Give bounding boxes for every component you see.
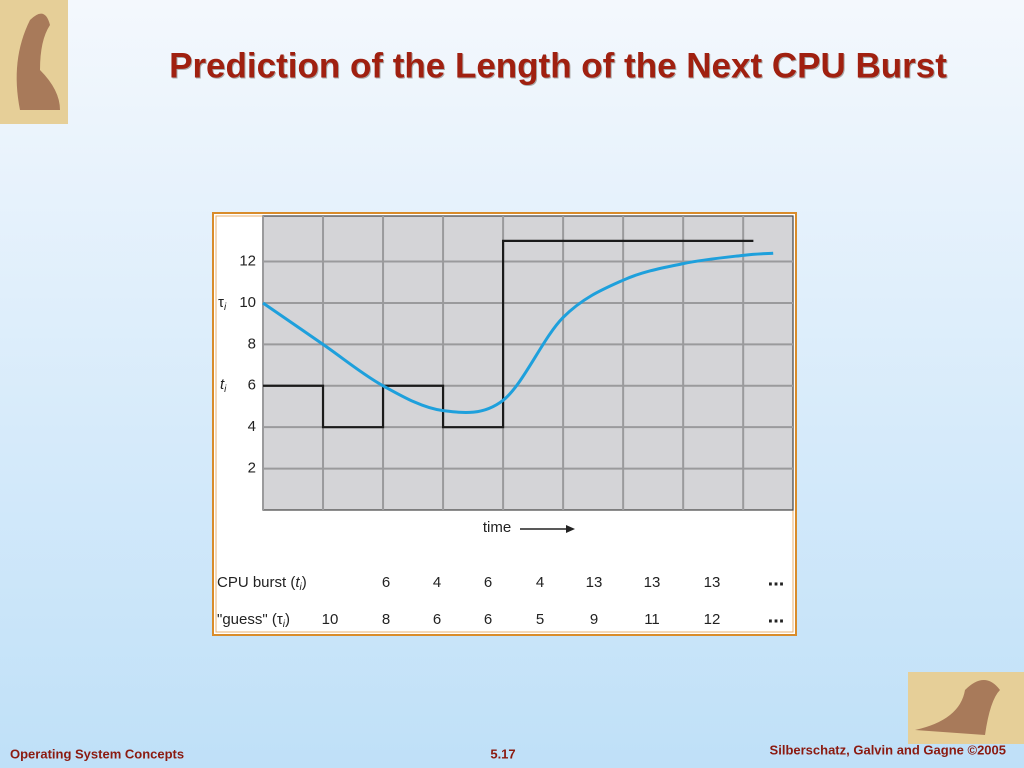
x-label: time — [483, 519, 511, 536]
table-value: 6 — [484, 611, 492, 628]
smooth-line — [262, 251, 774, 414]
table-more: ... — [768, 605, 785, 627]
y-tick-label: 8 — [248, 335, 256, 352]
table-value: 13 — [704, 574, 721, 591]
slide-title: Prediction of the Length of the Next CPU… — [169, 46, 947, 85]
label-part: ) — [285, 611, 290, 628]
dino-top — [16, 13, 61, 111]
tau-label: τi — [218, 294, 227, 313]
footer-right: Silberschatz, Galvin and Gagne ©2005 — [770, 742, 1006, 757]
y-tick-label: 12 — [239, 253, 256, 270]
t-sub: i — [224, 384, 227, 395]
y-tick-label: 2 — [248, 460, 256, 477]
table-value: 13 — [586, 574, 603, 591]
t-base: t — [220, 376, 225, 393]
row-label: "guess" (τi) — [217, 611, 290, 630]
table-value: 4 — [536, 574, 544, 591]
tau-base: τ — [218, 294, 224, 311]
label-part: ) — [302, 574, 307, 591]
table-value: 11 — [644, 611, 660, 628]
plot: 2 4 6 8 10 12 — [239, 215, 794, 511]
table-value: 4 — [433, 574, 441, 591]
table-value: 6 — [484, 574, 492, 591]
step-line — [263, 239, 754, 429]
table: 6 4 6 4 13 13 13 ... 10 8 6 6 5 9 11 12... — [322, 568, 785, 628]
label-part: τ — [277, 611, 283, 628]
row-label: CPU burst (ti) — [217, 574, 307, 593]
table-value: 5 — [536, 611, 544, 628]
dino-bottom — [915, 680, 1000, 735]
table-value: 6 — [433, 611, 441, 628]
table-value: 10 — [322, 611, 339, 628]
y-tick-label: 4 — [248, 418, 256, 435]
table-value: 8 — [382, 611, 390, 628]
y-tick-label: 10 — [239, 294, 256, 311]
y-tick-label: 6 — [248, 377, 256, 394]
table-value: 6 — [382, 574, 390, 591]
t-label: ti — [220, 376, 227, 395]
table-value: 9 — [590, 611, 598, 628]
label-part: i — [283, 619, 286, 630]
label-part: i — [300, 582, 303, 593]
table-more: ... — [768, 568, 785, 590]
arrow-head — [566, 525, 575, 533]
table-value: 13 — [644, 574, 661, 591]
table-value: 12 — [704, 611, 721, 628]
footer-center: 5.17 — [490, 746, 515, 761]
footer-left: Operating System Concepts — [10, 746, 184, 761]
tau-sub: i — [224, 302, 227, 313]
label-part: t — [295, 574, 300, 591]
label-part: CPU burst ( — [217, 574, 295, 591]
label-part: "guess" ( — [217, 611, 277, 628]
